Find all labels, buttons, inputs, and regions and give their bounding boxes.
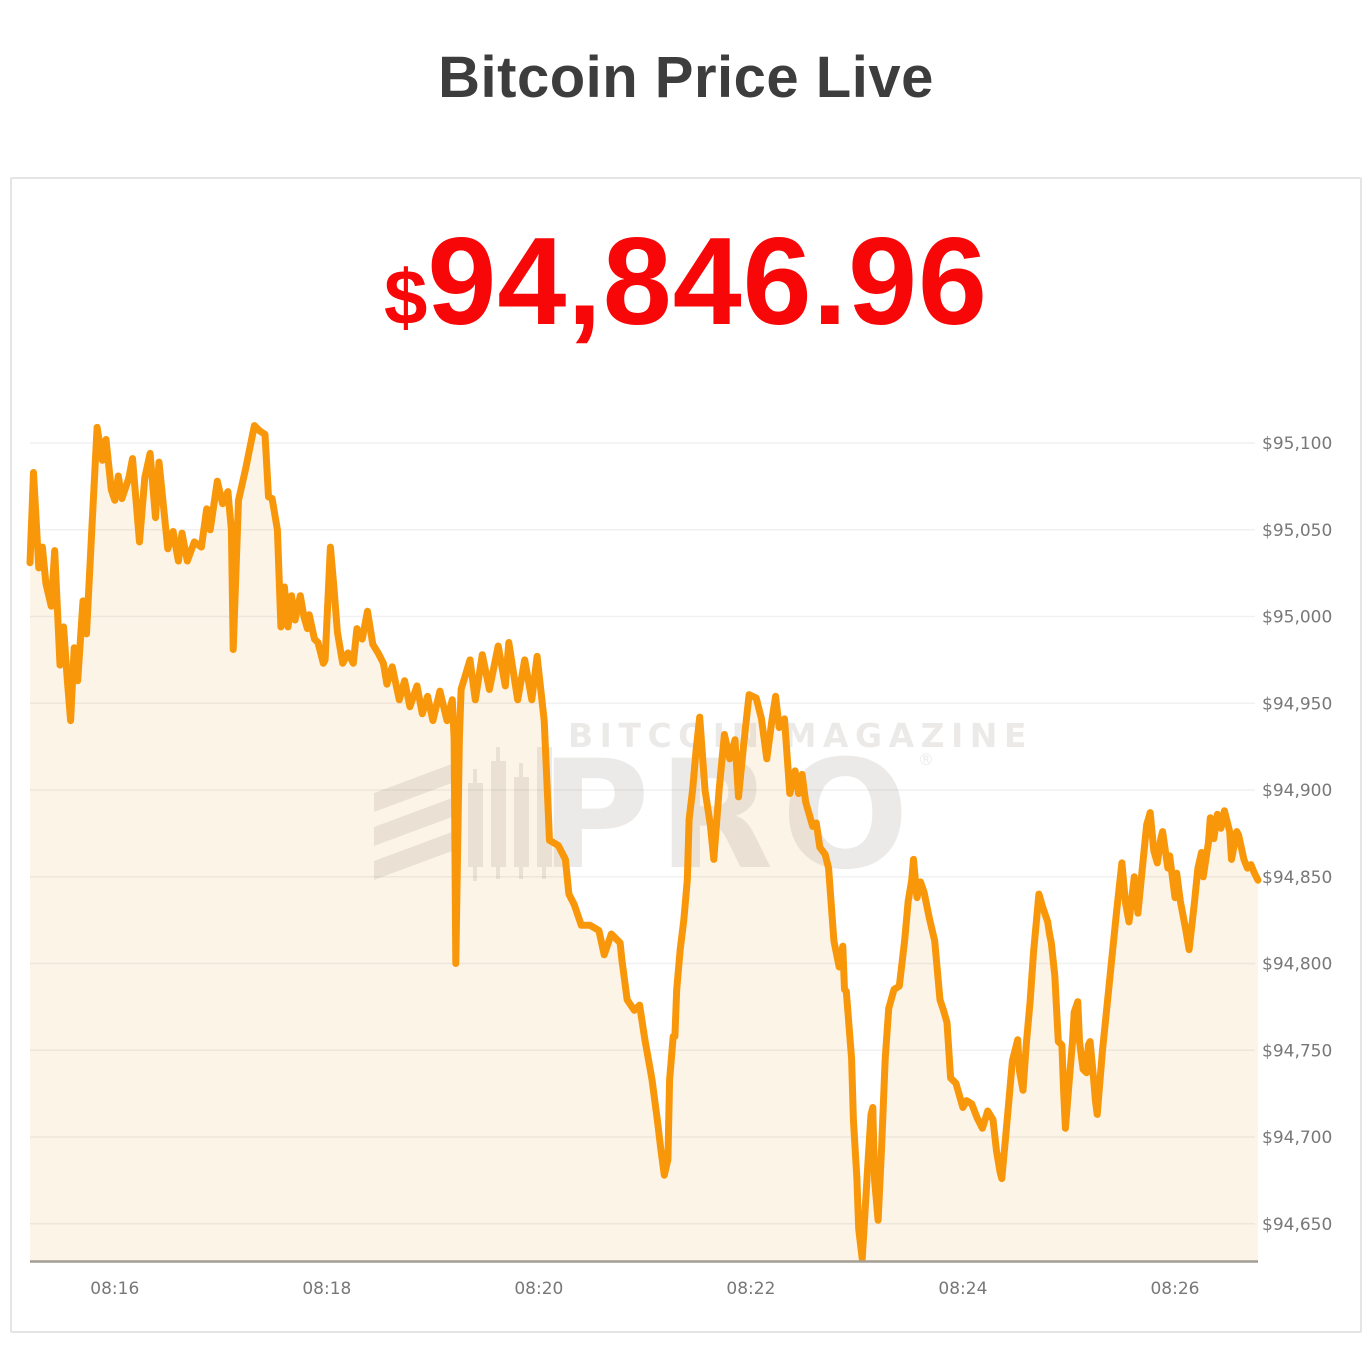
x-axis-label: 08:26 xyxy=(1150,1279,1199,1299)
y-axis-label: $94,650 xyxy=(1262,1215,1332,1235)
y-axis-label: $95,050 xyxy=(1262,521,1332,541)
price-chart: BITCOIN MAGAZINE ® PRO $95,100$95,050$95… xyxy=(26,422,1332,1299)
y-axis-label: $94,750 xyxy=(1262,1041,1332,1061)
registered-mark: ® xyxy=(918,750,934,769)
y-axis-label: $95,100 xyxy=(1262,434,1332,454)
page-title: Bitcoin Price Live xyxy=(438,45,934,110)
y-axis-label: $94,900 xyxy=(1262,781,1332,801)
axes: $95,100 $95,050 $95,000 $94,950 $94,900 $94,8… xyxy=(30,434,1332,1299)
x-axis-label: 08:20 xyxy=(514,1279,563,1299)
x-axis-label: 08:24 xyxy=(938,1279,987,1299)
y-axis-label: $94,850 xyxy=(1262,868,1332,888)
live-price: $94,846.96 xyxy=(0,214,1372,388)
x-axis-label: 08:22 xyxy=(726,1279,775,1299)
currency-symbol: $ xyxy=(383,253,428,341)
y-axis-label: $94,950 xyxy=(1262,694,1332,714)
price-line xyxy=(26,422,1262,1262)
y-axis-label: $94,800 xyxy=(1262,955,1332,975)
watermark-text: BITCOIN MAGAZINE xyxy=(568,716,1033,755)
x-axis-label: 08:16 xyxy=(90,1279,139,1299)
x-axis-label: 08:18 xyxy=(302,1279,351,1299)
price-value: 94,846.96 xyxy=(427,213,989,351)
y-axis-label: $95,000 xyxy=(1262,608,1332,628)
price-line-layer xyxy=(26,422,1262,1262)
y-axis-label: $94,700 xyxy=(1262,1128,1332,1148)
